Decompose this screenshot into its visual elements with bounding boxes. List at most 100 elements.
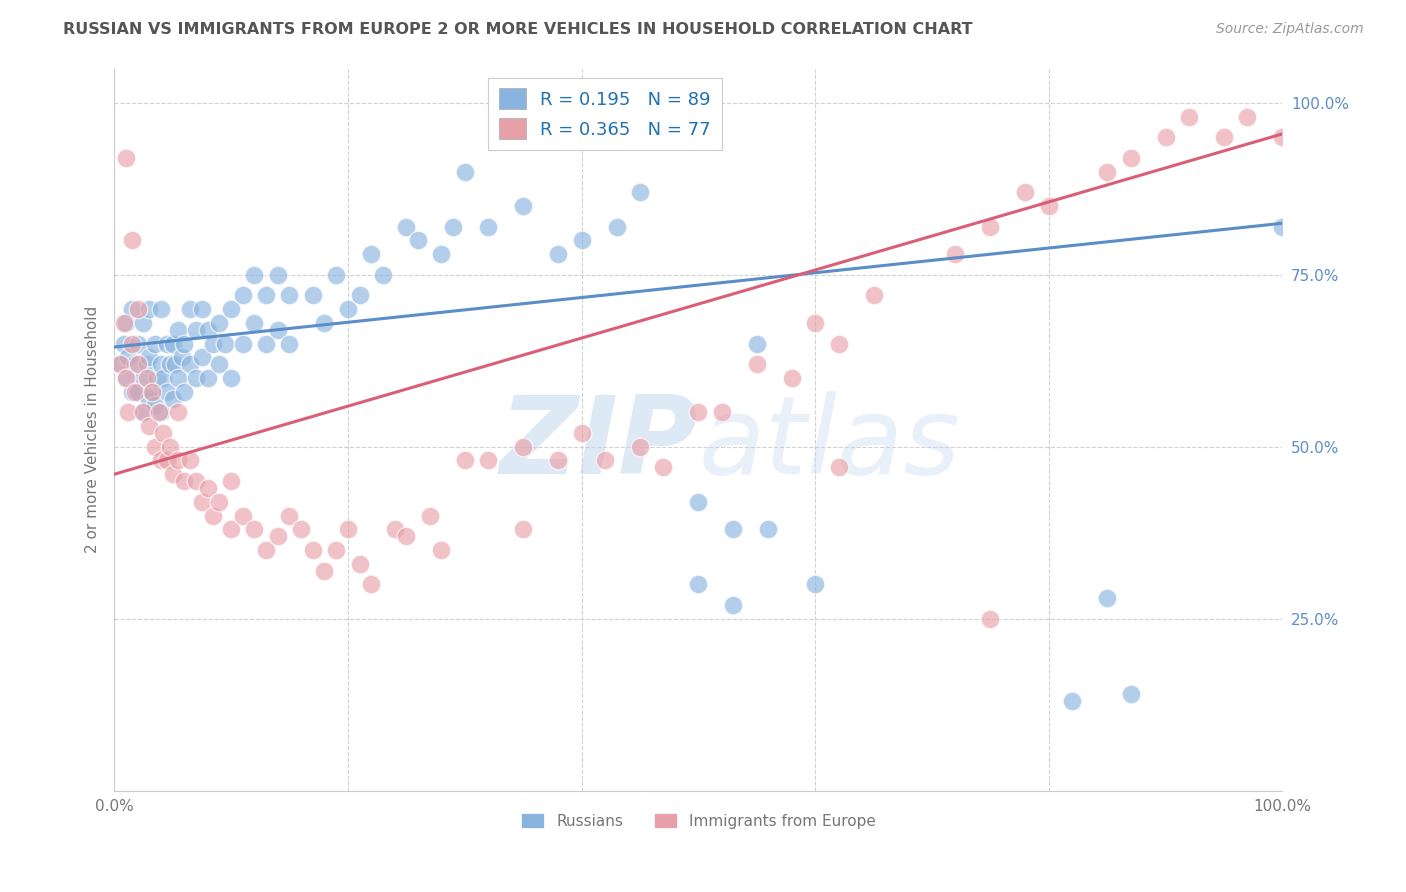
Point xyxy=(406,234,429,248)
Point xyxy=(979,612,1001,626)
Point xyxy=(167,453,190,467)
Point xyxy=(254,336,277,351)
Point xyxy=(360,247,382,261)
Point xyxy=(121,384,143,399)
Point xyxy=(571,425,593,440)
Point xyxy=(146,371,169,385)
Point xyxy=(121,234,143,248)
Point xyxy=(112,316,135,330)
Point xyxy=(156,453,179,467)
Point xyxy=(219,522,242,536)
Point xyxy=(1097,591,1119,605)
Point xyxy=(827,336,849,351)
Point xyxy=(127,384,149,399)
Point xyxy=(179,302,201,317)
Point xyxy=(371,268,394,282)
Point xyxy=(477,219,499,234)
Point xyxy=(179,357,201,371)
Point xyxy=(173,474,195,488)
Point xyxy=(149,453,172,467)
Point xyxy=(132,371,155,385)
Point xyxy=(745,336,768,351)
Point xyxy=(278,288,301,302)
Point xyxy=(135,371,157,385)
Point xyxy=(149,302,172,317)
Point xyxy=(117,351,139,365)
Point xyxy=(162,336,184,351)
Point xyxy=(419,508,441,523)
Point xyxy=(152,371,174,385)
Point xyxy=(430,542,453,557)
Point xyxy=(127,357,149,371)
Point xyxy=(430,247,453,261)
Point xyxy=(159,440,181,454)
Point xyxy=(202,508,225,523)
Point xyxy=(115,151,138,165)
Point xyxy=(723,522,745,536)
Point xyxy=(115,371,138,385)
Point xyxy=(243,268,266,282)
Point xyxy=(219,371,242,385)
Point xyxy=(197,481,219,495)
Point xyxy=(132,405,155,419)
Point xyxy=(163,357,186,371)
Point xyxy=(132,316,155,330)
Point xyxy=(127,302,149,317)
Point xyxy=(943,247,966,261)
Point xyxy=(547,247,569,261)
Point xyxy=(135,357,157,371)
Point xyxy=(395,219,418,234)
Point xyxy=(124,384,146,399)
Point xyxy=(1236,110,1258,124)
Point xyxy=(780,371,803,385)
Point xyxy=(156,384,179,399)
Point xyxy=(979,219,1001,234)
Point xyxy=(138,351,160,365)
Point xyxy=(152,425,174,440)
Point xyxy=(1119,687,1142,701)
Point xyxy=(290,522,312,536)
Point xyxy=(156,336,179,351)
Point xyxy=(301,288,323,302)
Point xyxy=(243,316,266,330)
Point xyxy=(278,508,301,523)
Point xyxy=(395,529,418,543)
Point xyxy=(1062,694,1084,708)
Point xyxy=(745,357,768,371)
Point xyxy=(1213,130,1236,145)
Point xyxy=(170,351,193,365)
Point xyxy=(688,577,710,591)
Point xyxy=(143,399,166,413)
Point xyxy=(143,336,166,351)
Point xyxy=(117,405,139,419)
Point xyxy=(214,336,236,351)
Point xyxy=(149,405,172,419)
Point xyxy=(138,419,160,434)
Point xyxy=(121,336,143,351)
Point xyxy=(723,598,745,612)
Point xyxy=(688,405,710,419)
Point xyxy=(267,529,290,543)
Point xyxy=(453,453,475,467)
Point xyxy=(688,495,710,509)
Point xyxy=(1271,130,1294,145)
Point xyxy=(267,323,290,337)
Point xyxy=(184,474,207,488)
Point xyxy=(124,357,146,371)
Point xyxy=(325,268,347,282)
Point xyxy=(325,542,347,557)
Point xyxy=(173,384,195,399)
Point xyxy=(184,323,207,337)
Point xyxy=(208,495,231,509)
Point xyxy=(477,453,499,467)
Point xyxy=(1271,219,1294,234)
Point xyxy=(108,357,131,371)
Point xyxy=(191,495,214,509)
Point xyxy=(314,316,336,330)
Point xyxy=(197,323,219,337)
Point xyxy=(141,384,163,399)
Point xyxy=(167,323,190,337)
Point xyxy=(1038,199,1060,213)
Point xyxy=(159,357,181,371)
Point xyxy=(138,302,160,317)
